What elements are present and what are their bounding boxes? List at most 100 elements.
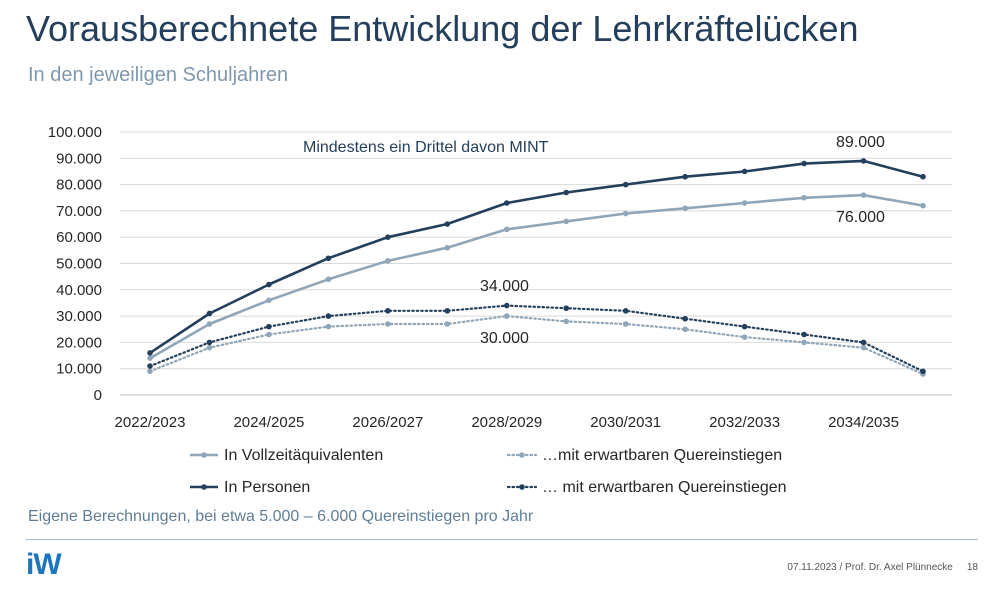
data-point <box>147 350 153 356</box>
line-chart: 0 10.000 20.000 30.000 40.000 50.000 60.000 70.… <box>48 124 952 496</box>
annotation-label: Mindestens ein Drittel davon MINT <box>303 139 549 156</box>
data-point <box>206 321 213 327</box>
data-point <box>266 331 272 338</box>
data-point <box>682 326 688 333</box>
data-point <box>682 315 688 322</box>
series-line <box>149 193 924 360</box>
data-point <box>266 297 272 304</box>
y-tick-label: 10.000 <box>56 361 102 378</box>
data-point <box>444 321 451 327</box>
data-point <box>741 323 748 330</box>
data-point <box>622 321 629 327</box>
y-tick-label: 90.000 <box>56 150 102 167</box>
data-point <box>622 210 629 217</box>
x-axis-ticks: 2022/2023 2024/2025 2026/2027 2028/2029 2030… <box>115 414 899 431</box>
legend-label: In Vollzeitäquivalenten <box>224 447 383 464</box>
series-2 <box>147 158 926 356</box>
legend-label: … mit erwartbaren Quereinstiegen <box>542 479 787 496</box>
data-point <box>801 339 807 346</box>
data-point <box>385 321 391 327</box>
page-subtitle: In den jeweiligen Schuljahren <box>28 64 289 86</box>
legend-marker <box>201 484 207 490</box>
footer-date-author: 07.11.2023 / Prof. Dr. Axel Plünnecke <box>787 562 953 573</box>
data-point <box>920 173 926 180</box>
data-point <box>741 168 748 175</box>
data-point <box>325 313 332 319</box>
data-point <box>503 200 510 206</box>
data-point <box>563 318 570 325</box>
series-line <box>149 159 924 354</box>
annotation-label: 89.000 <box>836 134 885 151</box>
y-tick-label: 100.000 <box>48 124 102 141</box>
data-point <box>860 344 867 351</box>
data-point <box>801 160 807 167</box>
data-point <box>503 313 510 319</box>
legend-item: In Vollzeitäquivalenten <box>190 447 383 464</box>
data-point <box>860 192 867 198</box>
annotation-label: 34.000 <box>480 278 529 295</box>
y-tick-label: 20.000 <box>56 334 102 351</box>
data-point <box>682 173 688 180</box>
series-line <box>148 304 925 373</box>
chart-series <box>147 158 926 377</box>
x-tick-label: 2032/2033 <box>709 414 780 431</box>
legend-marker <box>201 452 207 458</box>
legend-item: … mit erwartbaren Quereinstiegen <box>506 479 787 496</box>
x-tick-label: 2028/2029 <box>471 414 542 431</box>
iw-logo: iW <box>26 548 62 581</box>
data-point <box>206 310 213 317</box>
footnote: Eigene Berechnungen, bei etwa 5.000 – 6.… <box>28 508 534 525</box>
annotation-label: 76.000 <box>836 209 885 226</box>
data-point <box>741 334 748 340</box>
data-point <box>503 302 510 309</box>
data-point <box>801 331 807 338</box>
page-number: 18 <box>966 562 978 573</box>
legend-marker <box>519 484 525 490</box>
y-tick-label: 0 <box>94 387 102 404</box>
data-point <box>563 189 570 196</box>
data-point <box>622 308 629 314</box>
legend-item: In Personen <box>190 479 310 496</box>
y-tick-label: 80.000 <box>56 177 102 194</box>
chart-legend: In Vollzeitäquivalenten …mit erwartbaren … <box>190 447 787 496</box>
y-tick-label: 60.000 <box>56 229 102 246</box>
x-tick-label: 2026/2027 <box>352 414 423 431</box>
data-point <box>444 244 451 251</box>
data-point <box>385 258 391 264</box>
data-point <box>385 308 391 314</box>
page-title: Vorausberechnete Entwicklung der Lehrkrä… <box>26 8 859 49</box>
legend-marker <box>519 452 525 458</box>
y-axis-ticks: 0 10.000 20.000 30.000 40.000 50.000 60.000 70.… <box>48 124 102 404</box>
data-point <box>266 281 272 288</box>
x-tick-label: 2024/2025 <box>233 414 304 431</box>
data-point <box>206 339 213 346</box>
chart-annotations: Mindestens ein Drittel davon MINT 89.000 7… <box>303 134 885 347</box>
legend-label: …mit erwartbaren Quereinstiegen <box>542 447 782 464</box>
y-tick-label: 50.000 <box>56 256 102 273</box>
data-point <box>385 234 391 240</box>
data-point <box>563 218 570 225</box>
data-point <box>801 194 807 201</box>
data-point <box>147 368 153 375</box>
data-point <box>622 181 629 188</box>
x-tick-label: 2022/2023 <box>115 414 186 431</box>
data-point <box>920 368 926 375</box>
data-point <box>147 355 153 361</box>
data-point <box>682 205 688 212</box>
series-1 <box>147 313 926 377</box>
data-point <box>860 339 867 346</box>
y-tick-label: 30.000 <box>56 308 102 325</box>
data-point <box>860 158 867 164</box>
legend-label: In Personen <box>224 479 310 496</box>
data-point <box>563 305 570 312</box>
legend-item: …mit erwartbaren Quereinstiegen <box>506 447 782 464</box>
series-3 <box>147 302 926 375</box>
data-point <box>444 221 451 227</box>
series-line <box>148 315 925 376</box>
footer-divider <box>26 539 978 540</box>
data-point <box>325 276 332 283</box>
footer: 07.11.2023 / Prof. Dr. Axel Plünnecke 18 <box>787 562 978 573</box>
data-point <box>741 200 748 206</box>
data-point <box>325 255 332 262</box>
data-point <box>147 363 153 369</box>
